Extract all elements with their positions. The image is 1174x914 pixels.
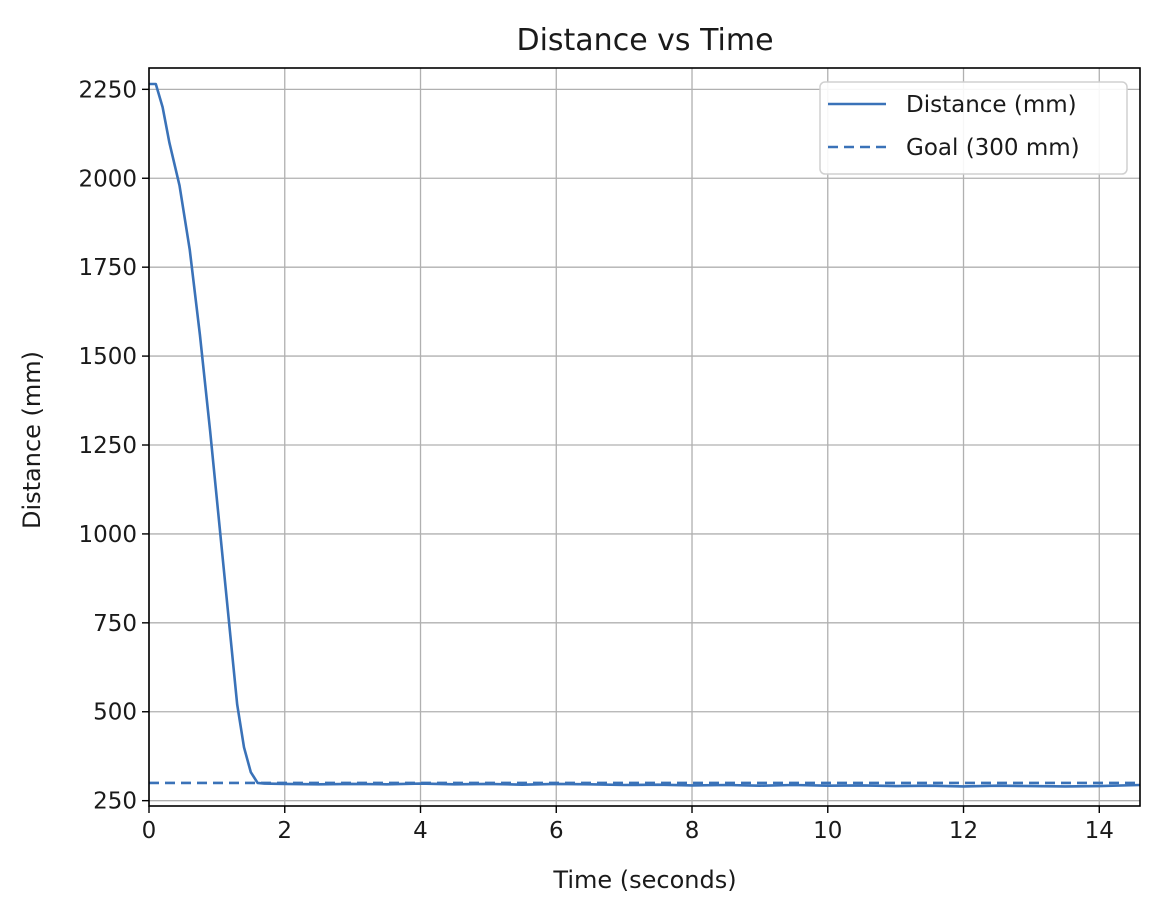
x-tick-label: 2	[277, 818, 292, 844]
y-tick-label: 2250	[78, 77, 137, 103]
plot-frame	[148, 67, 1141, 807]
chart-title: Distance vs Time	[516, 23, 773, 58]
x-tick-label: 14	[1085, 818, 1114, 844]
series-layer	[149, 82, 1141, 788]
x-tick-label: 4	[413, 818, 428, 844]
legend-box	[819, 81, 1128, 175]
x-tick-label: 10	[813, 818, 842, 844]
axis-ticks: 0 2 4 6 8 10 12 14 250 500 750 1000 1250 1500 1750 2000…	[78, 77, 1113, 844]
y-tick-label: 750	[93, 611, 137, 637]
y-tick-label: 2000	[78, 166, 137, 192]
grid-lines	[148, 68, 1140, 806]
y-axis-label: Distance (mm)	[18, 351, 46, 529]
x-tick-label: 6	[549, 818, 564, 844]
x-tick-label: 12	[949, 818, 978, 844]
y-tick-label: 250	[93, 789, 137, 815]
y-tick-label: 1750	[78, 255, 137, 281]
legend-label-distance: Distance (mm)	[906, 92, 1077, 118]
x-axis-label: Time (seconds)	[552, 866, 736, 894]
y-tick-label: 500	[93, 700, 137, 726]
y-tick-label: 1250	[78, 433, 137, 459]
series-line-distance	[149, 82, 1141, 788]
y-tick-label: 1000	[78, 522, 137, 548]
legend-label-goal: Goal (300 mm)	[906, 135, 1080, 161]
x-tick-label: 0	[142, 818, 157, 844]
y-tick-label: 1500	[78, 344, 137, 370]
x-tick-label: 8	[685, 818, 700, 844]
legend: Distance (mm) Goal (300 mm)	[819, 81, 1128, 175]
